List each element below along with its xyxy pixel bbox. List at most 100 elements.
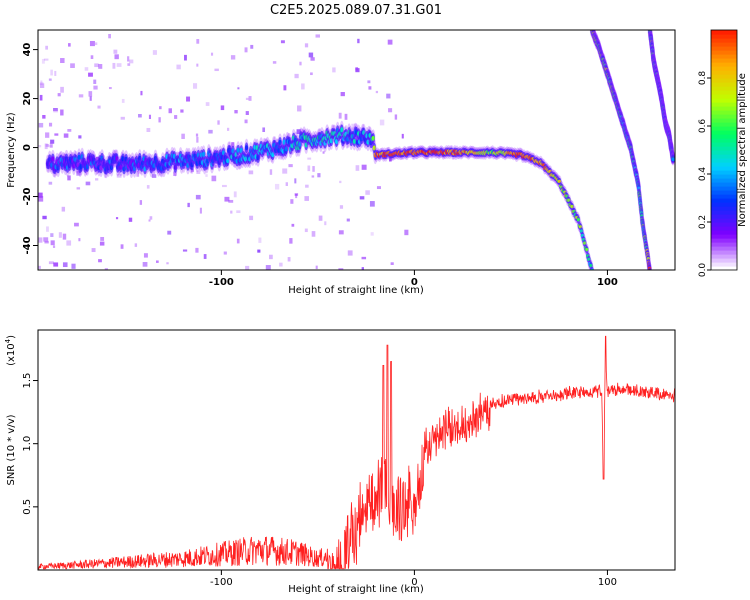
spectrogram-noise-cell: [294, 193, 299, 196]
spectrogram-noise-cell: [287, 257, 291, 262]
spectrogram-noise-cell: [339, 205, 344, 209]
spectrogram-noise-cell: [48, 261, 54, 265]
colorbar-segment: [711, 62, 737, 67]
spectrogram-noise-cell: [78, 238, 81, 242]
spectrogram-noise-cell: [39, 83, 45, 88]
spectrogram-trace-core: [352, 138, 356, 144]
spectrogram-noise-cell: [367, 80, 371, 84]
snr-x-axis-label: Height of straight line (km): [288, 584, 424, 595]
spectrogram-noise-cell: [62, 233, 67, 240]
spectrogram-noise-cell: [91, 248, 96, 253]
spectrogram-noise-cell: [311, 231, 316, 237]
spectrogram-noise-cell: [231, 142, 235, 147]
spectrogram-noise-cell: [230, 55, 236, 60]
spectrogram-noise-cell: [98, 259, 102, 263]
snr-multiplier-label: (x104): [4, 335, 17, 366]
spectrogram-noise-cell: [48, 122, 53, 127]
spectrogram-noise-cell: [196, 63, 199, 67]
colorbar-segment: [711, 46, 737, 51]
colorbar-segment: [711, 98, 737, 103]
spectrogram-panel: -100 0 100 -40 -20 0 20 40 Height of straight …: [6, 29, 676, 296]
spectrogram-trace-core: [202, 151, 206, 157]
spectrogram-noise-cell: [116, 63, 122, 67]
spectrogram-noise-cell: [228, 199, 234, 203]
spectrogram-noise-cell: [50, 139, 55, 144]
colorbar-segment: [711, 94, 737, 99]
spectrogram-noise-cell: [128, 59, 134, 64]
spectrogram-noise-cell: [404, 229, 409, 236]
colorbar-segment: [711, 114, 737, 119]
spectrogram-noise-cell: [168, 108, 172, 114]
spectrogram-trace-core: [122, 166, 126, 172]
spectrogram-noise-cell: [78, 94, 84, 98]
spectrogram-noise-cell: [388, 108, 393, 113]
colorbar-segment: [711, 214, 737, 219]
snr-y-tick-label: 1.5: [22, 373, 33, 389]
spectrogram-noise-cell: [317, 173, 321, 178]
spectrogram-trace-core: [106, 165, 110, 171]
spectrogram-noise-cell: [217, 120, 220, 125]
colorbar-segment: [711, 230, 737, 235]
spectrogram-trace-core: [85, 164, 90, 170]
spectrogram-noise-cell: [223, 251, 227, 255]
spectrogram-noise-cell: [324, 221, 327, 226]
spectrogram-noise-cell: [68, 43, 71, 47]
colorbar-segment: [711, 146, 737, 151]
spectrogram-noise-cell: [76, 170, 81, 176]
spectrogram-noise-cell: [191, 168, 194, 172]
spectrogram-noise-cell: [186, 96, 191, 102]
spectrogram-noise-cell: [62, 262, 68, 268]
spectrogram-noise-cell: [138, 114, 142, 118]
spectrogram-noise-cell: [180, 109, 184, 113]
colorbar-segment: [711, 90, 737, 95]
colorbar-segment: [711, 182, 737, 187]
colorbar-segment: [711, 110, 737, 115]
spectrogram-y-tick-label: -20: [22, 187, 33, 205]
spectrogram-noise-cell: [96, 156, 100, 161]
spectrogram-noise-cell: [322, 151, 325, 154]
snr-x-tick-label: -100: [210, 577, 233, 588]
spectrogram-noise-cell: [136, 170, 140, 177]
spectrogram-noise-cell: [151, 174, 157, 178]
spectrogram-noise-cell: [121, 98, 125, 103]
spectrogram-trace-core: [138, 155, 142, 161]
spectrogram-noise-cell: [245, 111, 249, 115]
spectrogram-noise-cell: [357, 38, 360, 44]
colorbar-segment: [711, 198, 737, 203]
spectrogram-noise-cell: [249, 215, 254, 221]
colorbar-segment: [711, 102, 737, 107]
colorbar-segment: [711, 166, 737, 171]
spectrogram-noise-cell: [174, 115, 178, 119]
spectrogram-noise-cell: [288, 164, 293, 168]
spectrogram-noise-cell: [285, 182, 288, 186]
colorbar-segment: [711, 246, 737, 251]
colorbar-segment: [711, 222, 737, 227]
spectrogram-noise-cell: [176, 64, 181, 70]
colorbar-segment: [711, 106, 737, 111]
spectrogram-noise-cell: [361, 164, 367, 170]
colorbar-segment: [711, 34, 737, 39]
spectrogram-y-tick-label: 40: [22, 43, 33, 57]
spectrogram-trace-core: [671, 157, 675, 162]
spectrogram-y-tick-label: 20: [22, 92, 33, 106]
spectrogram-noise-cell: [258, 237, 262, 243]
spectrogram-noise-cell: [88, 72, 93, 77]
spectrogram-noise-cell: [187, 202, 190, 208]
colorbar-segment: [711, 66, 737, 71]
spectrogram-noise-cell: [195, 194, 201, 200]
spectrogram-noise-cell: [294, 178, 297, 184]
spectrogram-noise-cell: [127, 56, 130, 62]
spectrogram-noise-cell: [104, 268, 108, 270]
spectrogram-noise-cell: [38, 237, 43, 243]
spectrogram-trace-core: [186, 162, 190, 168]
colorbar-segment: [711, 206, 737, 211]
colorbar-segment: [711, 118, 737, 123]
spectrogram-noise-cell: [401, 133, 404, 139]
spectrogram-noise-cell: [311, 175, 315, 178]
spectrogram-noise-cell: [361, 256, 367, 260]
spectrogram-noise-cell: [159, 106, 162, 110]
colorbar-tick-label: 0.8: [698, 71, 708, 86]
colorbar-segment: [711, 178, 737, 183]
spectrogram-trace-core: [190, 162, 194, 168]
colorbar-segment: [711, 226, 737, 231]
